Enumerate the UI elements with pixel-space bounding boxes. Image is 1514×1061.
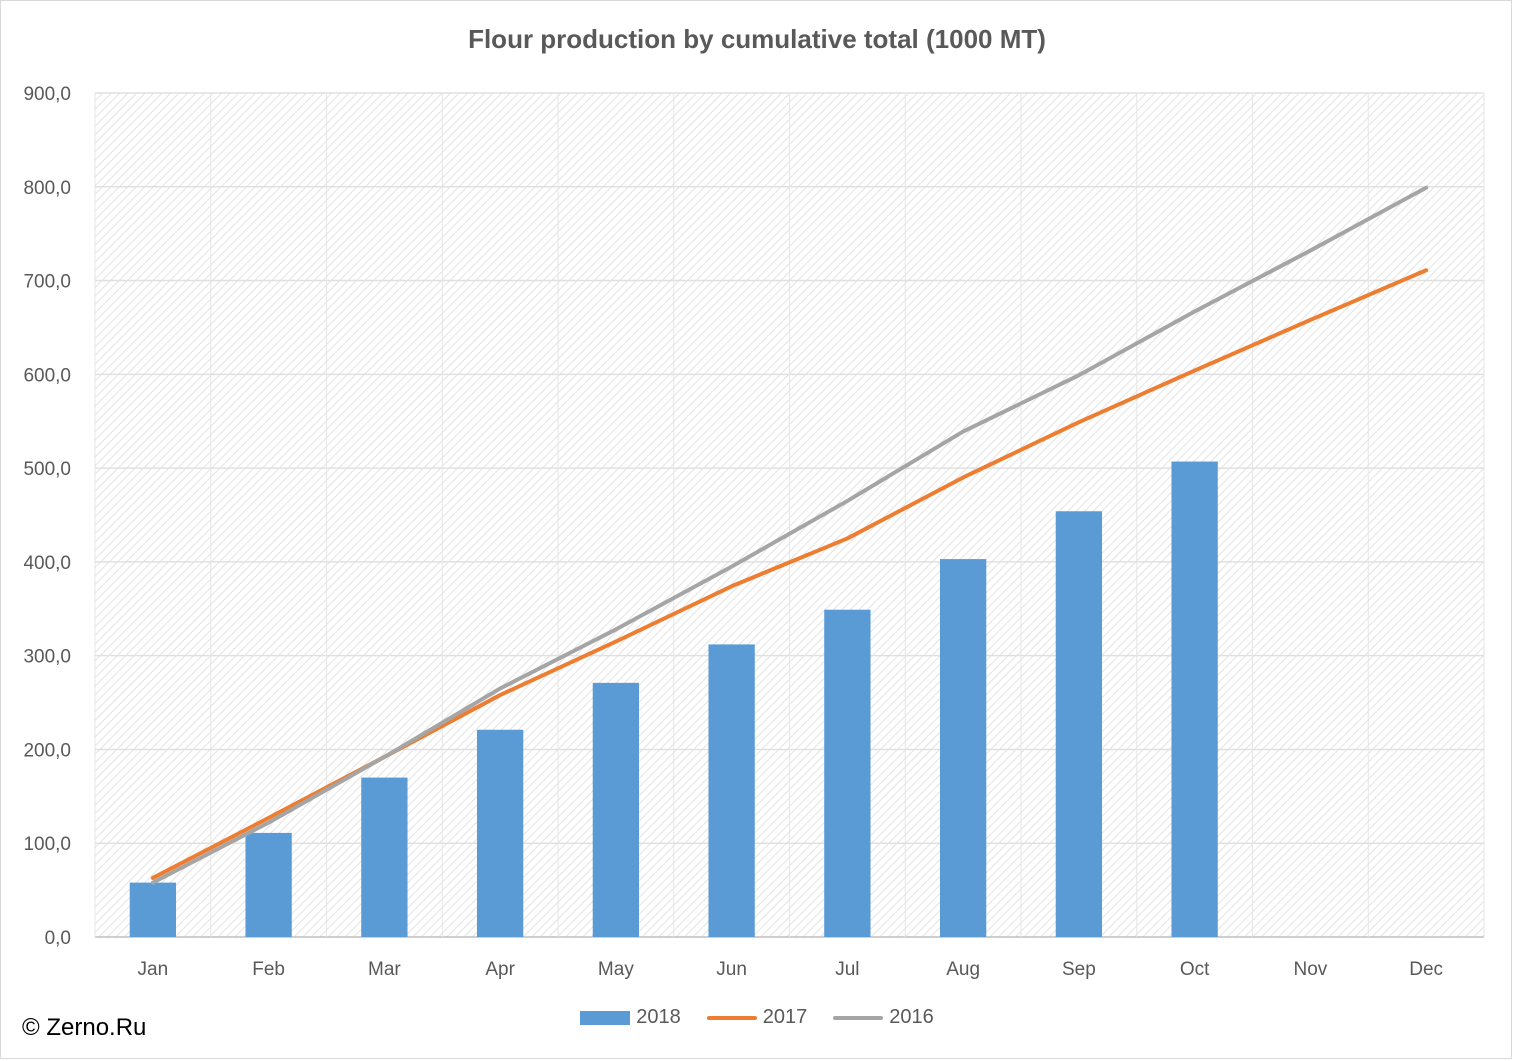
legend-swatch-2016: [833, 1015, 884, 1020]
x-tick-label: May: [598, 959, 634, 980]
x-tick-label: Aug: [946, 959, 980, 980]
y-tick-label: 400,0: [23, 553, 71, 574]
bar-2018-Sep: [1055, 511, 1103, 937]
legend: 2018 2017 2016: [0, 1006, 1514, 1029]
bar-2018-Jun: [708, 644, 755, 937]
y-tick-label: 100,0: [23, 834, 71, 855]
y-tick-label: 200,0: [23, 740, 71, 761]
x-tick-label: Feb: [252, 959, 285, 980]
bar-2018-Feb: [245, 832, 292, 937]
y-tick-label: 600,0: [23, 365, 71, 386]
x-tick-label: Dec: [1409, 959, 1443, 980]
x-tick-label: Jan: [138, 959, 169, 980]
chart-title: Flour production by cumulative total (10…: [468, 24, 1046, 54]
y-tick-label: 300,0: [23, 647, 71, 668]
legend-label-2018: 2018: [636, 1006, 681, 1028]
bar-2018-Apr: [476, 729, 524, 937]
bar-2018-Mar: [361, 777, 408, 937]
legend-swatch-2018: [580, 1010, 631, 1025]
legend-label-2016: 2016: [889, 1006, 934, 1028]
bar-2018-Jul: [824, 609, 871, 937]
x-tick-label: Mar: [368, 959, 401, 980]
credit-text: © Zerno.Ru: [22, 1014, 147, 1041]
line-series-2016: [150, 185, 1429, 885]
legend-item-2016: 2016: [833, 1006, 934, 1029]
bar-2018-Aug: [939, 559, 987, 937]
bar-2018-May: [592, 682, 640, 937]
y-tick-label: 800,0: [23, 178, 71, 199]
x-tick-label: Apr: [485, 959, 515, 980]
bar-2018-Oct: [1171, 461, 1218, 937]
y-tick-label: 900,0: [23, 84, 71, 105]
x-tick-label: Sep: [1062, 959, 1096, 980]
legend-swatch-2017: [706, 1015, 757, 1020]
y-tick-label: 700,0: [23, 272, 71, 293]
y-tick-label: 500,0: [23, 459, 71, 480]
legend-label-2017: 2017: [762, 1006, 808, 1028]
x-tick-label: Jul: [835, 959, 859, 980]
legend-item-2018: 2018: [580, 1006, 681, 1029]
x-tick-label: Oct: [1180, 959, 1210, 980]
y-tick-label: 0,0: [45, 928, 71, 949]
bar-2018-Jan: [129, 882, 177, 937]
legend-item-2017: 2017: [706, 1006, 808, 1029]
x-tick-label: Jun: [716, 959, 747, 980]
x-tick-label: Nov: [1293, 959, 1327, 980]
